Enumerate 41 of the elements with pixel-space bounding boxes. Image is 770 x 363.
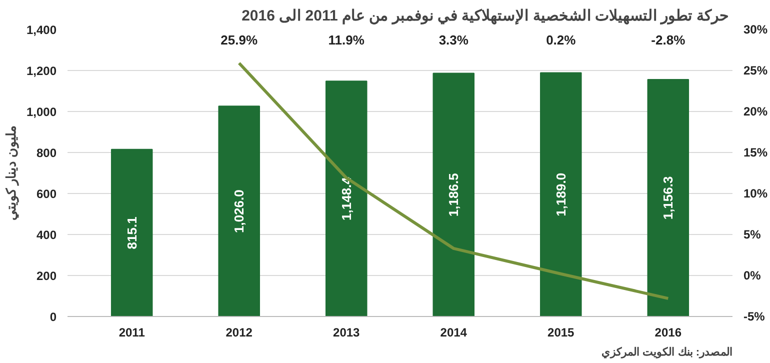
data-label: 815.1: [124, 216, 140, 250]
y2-tick-label: 30%: [744, 22, 768, 36]
y-tick-label: 1,000: [26, 105, 57, 119]
x-tick-label: 2015: [548, 326, 575, 340]
bar: [540, 72, 582, 316]
bar: [218, 106, 260, 316]
y-tick-label: 1,200: [26, 64, 57, 78]
y2-tick-label: 5%: [744, 228, 762, 242]
data-label: 1,189.0: [553, 172, 568, 216]
annotation: 25.9%: [220, 32, 258, 48]
chart-title: حركة تطور التسهيلات الشخصية الإستهلاكية في نوفمبر من عام 2011 الى 2016: [242, 8, 728, 26]
y-tick-label: 0: [50, 310, 57, 324]
x-tick-label: 2011: [118, 326, 146, 340]
y-axis-title: مليون دينار كويتي: [3, 125, 20, 221]
x-tick-label: 2014: [440, 326, 468, 340]
x-tick-label: 2012: [226, 326, 253, 340]
bar: [647, 78, 690, 316]
data-label: 1,026.0: [232, 190, 247, 234]
bar: [110, 148, 153, 316]
annotation: -2.8%: [651, 32, 686, 48]
bar: [432, 72, 475, 316]
y2-tick-label: -5%: [744, 310, 766, 324]
text: المصدر: بنك الكويت المركزي: [602, 346, 733, 360]
bar: [325, 80, 368, 316]
y-tick-label: 200: [36, 269, 57, 283]
annotation: 3.3%: [438, 32, 469, 48]
y-tick-label: 800: [36, 146, 57, 160]
y-tick-label: 400: [36, 228, 57, 242]
y-tick-label: 600: [36, 187, 57, 201]
data-label: 1,156.3: [660, 176, 676, 220]
data-label: 1,186.5: [446, 173, 462, 217]
annotation: 11.9%: [328, 32, 365, 48]
y-tick-label: 1,400: [26, 23, 57, 37]
y2-tick-label: 10%: [744, 186, 768, 200]
x-tick-label: 2016: [654, 326, 682, 340]
y2-tick-label: 20%: [744, 104, 768, 118]
y2-tick-label: 0%: [744, 268, 762, 282]
x-tick-label: 2013: [333, 326, 360, 340]
annotation: 0.2%: [546, 32, 576, 48]
y2-tick-label: 25%: [744, 64, 768, 78]
y2-tick-label: 15%: [744, 146, 768, 160]
